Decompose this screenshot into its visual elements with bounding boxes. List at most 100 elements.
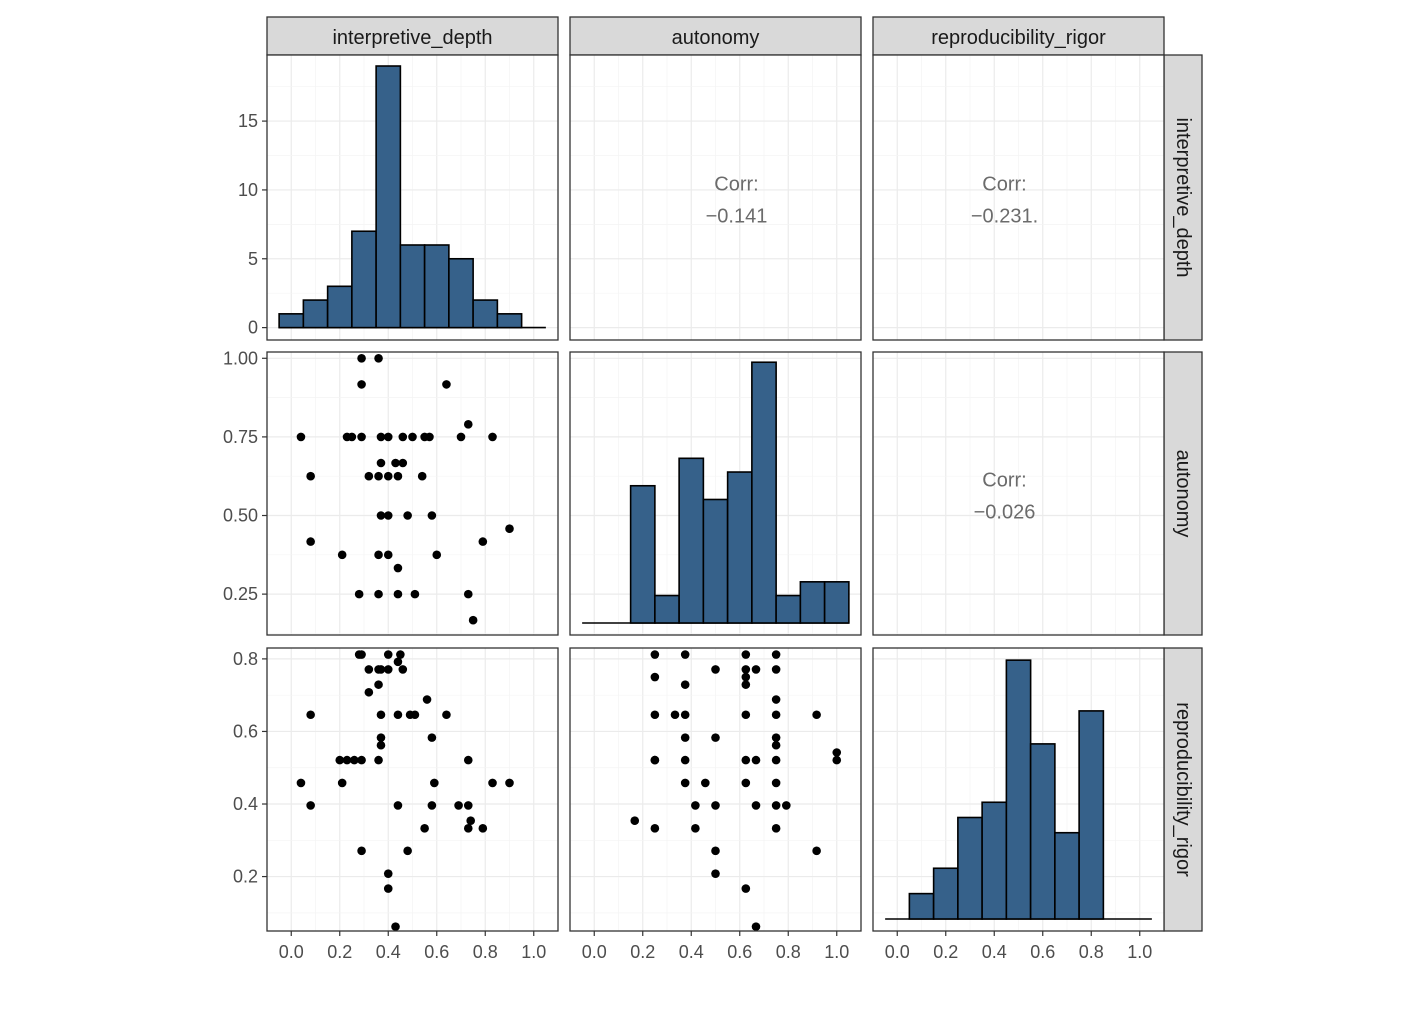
scatter-point <box>422 695 432 704</box>
histogram-bar <box>1078 710 1105 920</box>
scatter-point <box>306 471 315 481</box>
scatter-point <box>463 801 473 810</box>
scatter-point <box>691 801 700 810</box>
column-strip-label-reproducibility_rigor: reproducibility_rigor <box>931 27 1106 49</box>
scatter-point <box>427 733 437 742</box>
scatter-point <box>751 922 761 931</box>
scatter-point <box>456 432 466 442</box>
scatter-point <box>410 589 420 599</box>
x-tick-label: 0.8 <box>473 942 498 962</box>
scatter-point <box>650 710 660 720</box>
histogram-bar <box>448 257 474 329</box>
scatter-point <box>771 824 781 833</box>
scatter-point <box>771 650 781 659</box>
histogram-bar <box>981 801 1008 920</box>
scatter-point <box>463 755 473 765</box>
y-tick-label: 0.8 <box>233 649 258 669</box>
scatter-point <box>454 801 463 810</box>
x-tick-label: 0.8 <box>776 942 801 962</box>
histogram-bar <box>278 313 305 329</box>
scatter-point <box>478 537 488 546</box>
scatter-point <box>357 432 366 442</box>
scatter-point <box>741 710 751 720</box>
scatter-point <box>711 869 720 878</box>
panel-border <box>872 647 1165 932</box>
scatter-point <box>650 650 660 659</box>
scatter-point <box>432 550 442 560</box>
panel-r1-c2: Corr: −0.026 <box>872 351 1165 636</box>
scatter-point <box>354 589 364 599</box>
scatter-point <box>374 755 383 765</box>
scatter-point <box>680 650 690 659</box>
scatter-point <box>680 755 690 765</box>
scatter-point <box>376 740 386 750</box>
panel-r0-c1: Corr: −0.141 <box>569 54 862 341</box>
scatter-point <box>350 755 359 765</box>
histogram-bar <box>351 230 377 329</box>
y-tick-label: 0.2 <box>233 867 258 887</box>
scatter-point <box>680 680 690 689</box>
scatter-point <box>417 471 427 481</box>
histogram-bar <box>399 244 426 329</box>
scatter-point <box>376 511 386 520</box>
scatter-point <box>771 740 781 750</box>
scatter-point <box>680 778 690 788</box>
y-tick-label: 0 <box>248 318 258 338</box>
scatter-point <box>374 680 383 689</box>
scatter-point <box>488 778 497 788</box>
scatter-point <box>488 432 497 442</box>
scatter-point <box>832 748 842 757</box>
scatter-point <box>383 511 393 520</box>
column-strip-label-autonomy: autonomy <box>672 27 760 49</box>
scatter-point <box>701 778 710 788</box>
scatter-point <box>650 755 660 765</box>
column-strip-label-interpretive_depth: interpretive_depth <box>332 27 492 49</box>
x-tick-label: 0.6 <box>1030 942 1055 962</box>
scatter-point <box>751 801 761 810</box>
x-tick-label: 0.6 <box>424 942 449 962</box>
scatter-point <box>357 846 366 856</box>
scatter-point <box>376 710 386 720</box>
scatter-point <box>650 672 660 682</box>
scatter-point <box>393 563 403 573</box>
scatter-point <box>364 665 374 674</box>
scatter-point <box>670 710 680 720</box>
y-tick-label: 15 <box>238 111 258 131</box>
scatter-point <box>812 846 821 856</box>
scatter-point <box>741 665 751 674</box>
x-tick-label: 1.0 <box>1127 942 1152 962</box>
column-strip-autonomy <box>569 16 862 56</box>
scatter-point <box>342 755 352 765</box>
scatter-point <box>442 380 451 389</box>
scatter-point <box>478 824 488 833</box>
histogram-bar <box>375 65 402 329</box>
scatter-point <box>383 665 393 674</box>
scatter-point <box>505 778 514 788</box>
histogram-bar <box>957 816 983 920</box>
row-strip-label-reproducibility_rigor: reproducibility_rigor <box>1172 702 1194 877</box>
scatter-point <box>711 665 720 674</box>
histogram-bar <box>726 471 753 624</box>
row-strip-autonomy <box>1163 351 1203 636</box>
scatter-point <box>711 801 720 810</box>
scatter-point <box>398 458 408 468</box>
scatter-point <box>391 922 400 931</box>
scatter-point <box>383 869 393 878</box>
scatter-point <box>691 824 700 833</box>
scatter-point <box>337 778 347 788</box>
histogram-bar <box>823 581 850 624</box>
scatter-point <box>374 353 383 363</box>
y-tick-label: 1.00 <box>223 348 258 368</box>
scatter-point <box>711 733 720 742</box>
scatter-point <box>832 755 842 765</box>
row-strip-interpretive_depth <box>1163 54 1203 341</box>
scatter-point <box>430 778 439 788</box>
panel-border <box>872 54 1165 341</box>
scatter-point <box>463 589 473 599</box>
scatter-point <box>466 816 476 826</box>
scatter-point <box>463 824 473 833</box>
scatter-point <box>296 432 306 442</box>
scatter-point <box>374 471 383 481</box>
y-tick-label: 0.6 <box>233 721 258 741</box>
scatter-point <box>364 471 374 481</box>
